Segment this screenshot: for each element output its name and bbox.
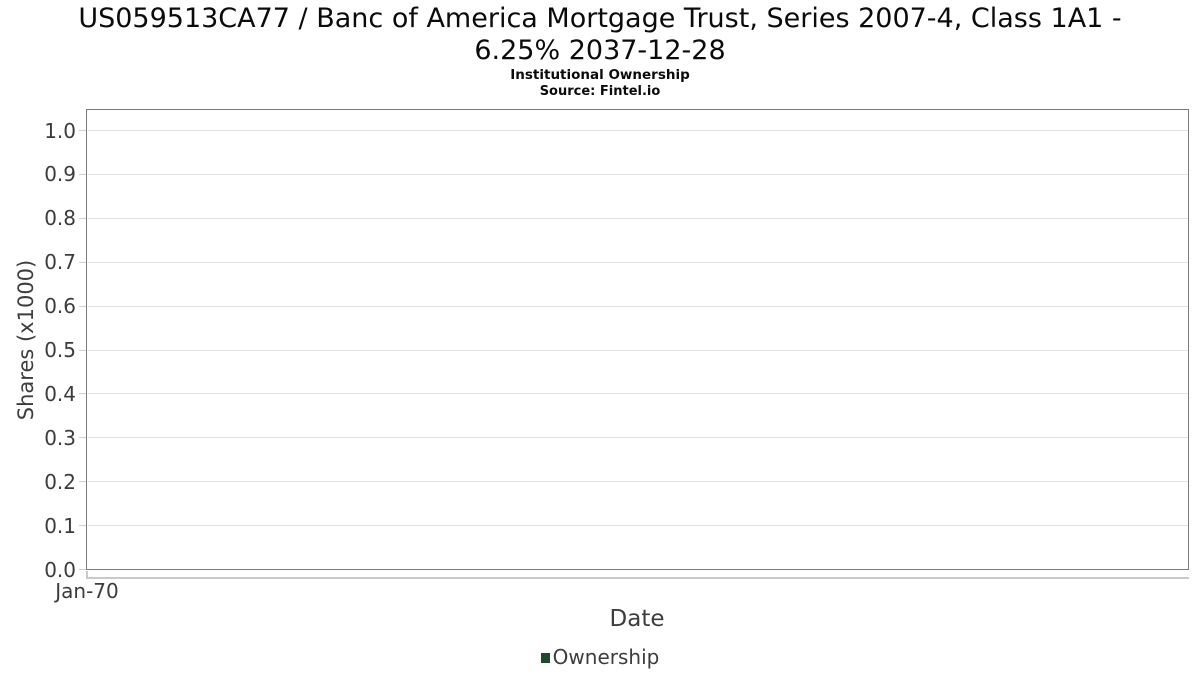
y-gridline: [88, 349, 1188, 351]
y-gridline: [88, 173, 1188, 175]
plot-area: [86, 109, 1189, 570]
y-gridline: [88, 130, 1188, 131]
y-gridline: [88, 393, 1188, 395]
y-gridline: [88, 525, 1188, 527]
y-tick-label: 0.9: [44, 162, 76, 187]
y-tick-mark: [79, 217, 86, 219]
y-tick-label: 0.2: [44, 469, 76, 494]
y-tick-label: 0.6: [44, 294, 76, 319]
legend-entry-ownership: Ownership: [540, 645, 660, 669]
y-gridline: [88, 261, 1188, 263]
y-gridline: [88, 437, 1188, 439]
y-tick-label: 0.3: [44, 425, 76, 450]
y-tick-label: 0.7: [44, 250, 76, 275]
y-tick-label: 0.0: [44, 557, 76, 582]
legend-swatch-icon: [540, 653, 550, 663]
legend-label: Ownership: [552, 645, 660, 669]
x-tick-label: Jan-70: [55, 579, 119, 603]
y-axis-title: Shares (x1000): [14, 259, 38, 421]
y-tick-mark: [79, 173, 86, 175]
y-gridline: [88, 305, 1188, 307]
chart-source: Source: Fintel.io: [539, 84, 661, 99]
chart-subtitle: Institutional Ownership: [510, 67, 690, 83]
y-tick-label: 0.5: [44, 338, 76, 362]
y-tick-mark: [79, 525, 86, 527]
legend: Ownership: [0, 645, 1200, 669]
x-axis-title: Date: [609, 606, 665, 632]
chart-title-line-1: US059513CA77 / Banc of America Mortgage …: [78, 3, 1122, 34]
y-gridline: [88, 481, 1188, 483]
y-tick-mark: [79, 305, 86, 307]
y-tick-mark: [79, 393, 86, 395]
y-tick-mark: [79, 481, 86, 483]
chart-title-line-2: 6.25% 2037-12-28: [474, 35, 726, 66]
y-tick-mark: [79, 349, 86, 351]
y-tick-label: 1.0: [44, 118, 76, 143]
y-tick-label: 0.1: [44, 513, 76, 538]
x-axis-line: [86, 577, 1189, 579]
y-tick-mark: [79, 569, 86, 570]
y-tick-label: 0.8: [44, 206, 76, 231]
y-tick-mark: [79, 437, 86, 439]
y-gridline: [88, 217, 1188, 219]
y-tick-mark: [79, 261, 86, 263]
y-tick-mark: [79, 130, 86, 131]
y-tick-label: 0.4: [44, 381, 76, 406]
x-tick-mark: [86, 571, 88, 577]
